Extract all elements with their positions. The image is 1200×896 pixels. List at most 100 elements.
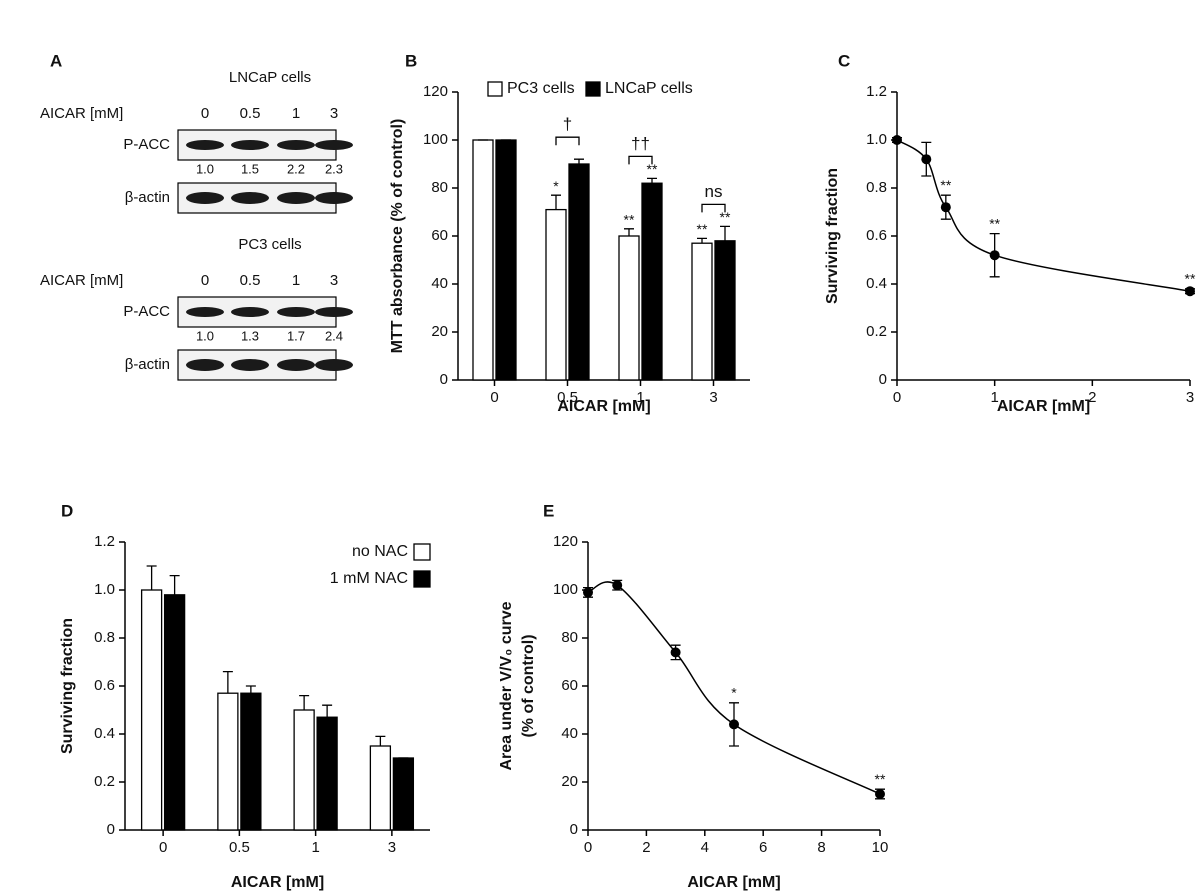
x-tick-label: 1 [990, 389, 998, 406]
y-tick-label: 0.4 [94, 725, 115, 742]
bar [618, 235, 640, 381]
y-tick-label: 40 [561, 725, 578, 742]
bar [163, 594, 186, 831]
y-tick-label: 60 [431, 227, 448, 244]
band [231, 192, 269, 204]
band [315, 307, 353, 317]
quantity: 1.3 [241, 328, 259, 343]
band [277, 359, 315, 371]
bar [714, 240, 736, 381]
dose: 0.5 [240, 272, 261, 289]
panel-label: C [838, 51, 850, 70]
quantity: 2.4 [325, 328, 343, 343]
legend-swatch [413, 543, 431, 561]
x-tick-label: 1 [311, 839, 319, 856]
x-tick-label: 6 [759, 839, 767, 856]
y-axis-title: Surviving fraction [59, 618, 76, 754]
y-tick-label: 0.8 [866, 179, 887, 196]
band [186, 192, 224, 204]
x-tick-label: 3 [709, 389, 717, 406]
x-tick-label: 0.5 [229, 839, 250, 856]
y-tick-label: 0.2 [94, 773, 115, 790]
panel-label: E [543, 501, 554, 520]
y-tick-label: 1.2 [866, 83, 887, 100]
band [231, 140, 269, 150]
x-axis-title: AICAR [mM] [231, 874, 324, 891]
error-bar [551, 194, 561, 210]
bracket [555, 136, 580, 146]
significance: ** [1185, 271, 1196, 287]
bar [240, 692, 262, 831]
dose-label: AICAR [mM] [40, 105, 123, 122]
bracket-label: †† [631, 134, 650, 153]
fit-curve [896, 139, 1191, 292]
dose: 1 [292, 272, 300, 289]
legend-label: no NAC [352, 543, 408, 560]
error-bar [169, 574, 180, 595]
quantity: 2.2 [287, 161, 305, 176]
bar [293, 709, 315, 831]
point [670, 647, 681, 658]
y-tick-label: 20 [561, 773, 578, 790]
point [921, 154, 932, 165]
panel-label: D [61, 501, 73, 520]
band [277, 140, 315, 150]
error-bar [222, 670, 233, 694]
point [612, 580, 623, 591]
bar [140, 589, 163, 831]
bar [472, 139, 494, 381]
band [315, 192, 353, 204]
y-tick-label: 0 [107, 821, 115, 838]
band [315, 140, 353, 150]
y-tick-label: 40 [431, 275, 448, 292]
x-tick-label: 0.5 [557, 389, 578, 406]
x-tick-label: 2 [1088, 389, 1096, 406]
significance: * [553, 178, 559, 194]
x-tick-label: 3 [388, 839, 396, 856]
y-axis-title: Surviving fraction [824, 168, 841, 304]
x-axis-title: AICAR [mM] [557, 398, 650, 415]
error-bar [322, 704, 333, 718]
band [231, 307, 269, 317]
y-tick-label: 0 [570, 821, 578, 838]
significance: ** [624, 212, 635, 228]
y-axis-title: (% of control) [520, 634, 537, 737]
quantity: 2.3 [325, 161, 343, 176]
point [1185, 286, 1195, 297]
row-label: P-ACC [123, 303, 170, 320]
legend-label: PC3 cells [507, 80, 575, 97]
y-tick-label: 60 [561, 677, 578, 694]
error-bar [245, 685, 256, 694]
y-tick-label: 20 [431, 323, 448, 340]
x-tick-label: 1 [636, 389, 644, 406]
legend-swatch [585, 81, 601, 97]
point [892, 135, 902, 145]
point [729, 719, 739, 730]
bar [691, 242, 713, 381]
quantity: 1.0 [196, 328, 214, 343]
band [277, 192, 315, 204]
legend-swatch [487, 81, 503, 97]
error-bar [720, 225, 730, 241]
legend-label: LNCaP cells [605, 80, 693, 97]
dose: 3 [330, 272, 338, 289]
quantity: 1.0 [196, 161, 214, 176]
significance: ** [720, 209, 731, 225]
significance: ** [940, 177, 951, 193]
y-tick-label: 0 [440, 371, 448, 388]
dose: 0 [201, 272, 209, 289]
point [583, 587, 593, 598]
panel-label: B [405, 51, 417, 70]
error-bar [624, 228, 634, 236]
significance: * [731, 685, 737, 701]
error-bar [375, 735, 386, 746]
row-label: β-actin [125, 356, 170, 373]
error-bar [146, 565, 157, 590]
blot-title: LNCaP cells [229, 69, 311, 86]
x-tick-label: 0 [584, 839, 592, 856]
row-label: P-ACC [123, 136, 170, 153]
quantity: 1.5 [241, 161, 259, 176]
legend-label: 1 mM NAC [330, 570, 408, 587]
band [277, 307, 315, 317]
